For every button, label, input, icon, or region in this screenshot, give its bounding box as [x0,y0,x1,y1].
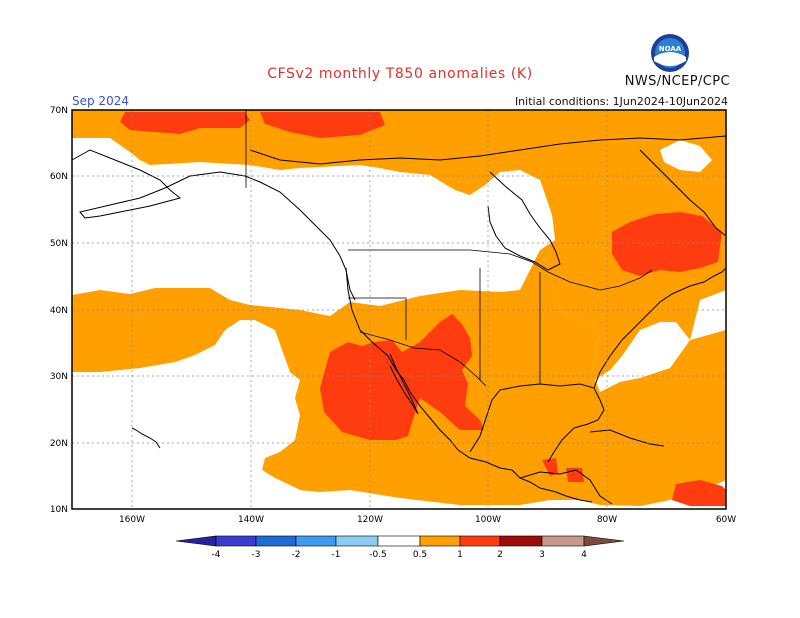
anomaly-region-beaufort [260,112,385,138]
legend-arrow-left [175,535,217,547]
anomaly-region-north [72,110,726,392]
lat-tick-label: 40N [50,306,68,316]
central-america-coast [519,469,613,505]
labrador-coast [639,149,727,237]
us-mexico-border [359,331,487,387]
grid-lines [72,110,726,509]
lon-tick-label: 160W [119,515,145,525]
anomaly-region-quebec [612,212,722,276]
legend-swatch [215,535,257,547]
lon-tick-label: 60W [716,515,736,525]
lon-axis: 160W 140W 120W 100W 80W 60W [119,515,736,525]
legend-label: -4 [212,550,221,560]
lat-tick-label: 30N [50,372,68,382]
baja-peninsula [389,353,419,415]
legend-labels: -4 -3 -2 -1 -0.5 0.5 1 2 3 4 [212,550,588,560]
neutral-region-hudson [490,180,555,250]
state-lines-west [348,297,407,340]
chart-title: CFSv2 monthly T850 anomalies (K) [267,66,533,82]
lon-tick-label: 80W [597,515,617,525]
color-legend [175,535,625,547]
legend-swatch [255,535,297,547]
legend-label: -1 [332,550,341,560]
lon-tick-label: 100W [475,515,501,525]
anomaly-region-central-america [542,458,558,476]
neutral-regions [490,140,712,392]
logo-text: NOAA [659,45,682,53]
anomaly-region-arctic-coast [120,112,250,134]
lon-tick-label: 140W [238,515,264,525]
canadian-arctic-coast [249,135,727,165]
lat-tick-label: 50N [50,239,68,249]
legend-arrow-right [583,535,625,547]
alaska-coast [71,149,356,301]
legend-label: 2 [497,550,503,560]
lat-tick-label: 20N [50,439,68,449]
legend-swatch [459,535,501,547]
lat-axis: 70N 60N 50N 40N 30N 20N 10N [50,106,68,515]
legend-label: 3 [539,550,545,560]
gulf-of-mexico-coast [469,383,605,463]
caribbean-islands [589,429,665,447]
legend-label: 0.5 [413,550,427,560]
lat-tick-label: 70N [50,106,68,116]
legend-swatch [541,535,585,547]
logo-seagull [654,52,686,66]
legend-swatch [419,535,461,547]
political-boundaries [245,110,653,387]
month-label: Sep 2024 [72,94,129,108]
anomaly-region-caribbean-south [672,480,726,506]
initial-conditions: Initial conditions: 1Jun2024-10Jun2024 [514,95,728,108]
us-canada-border [348,249,653,291]
legend-swatch [295,535,337,547]
legend-swatch [499,535,543,547]
legend-label: 4 [581,550,587,560]
west-coast-us-mexico [345,267,593,503]
east-coast-us [593,267,727,389]
agency-label: NWS/NCEP/CPC [624,74,730,89]
neutral-region-atlantic [595,322,690,392]
legend-label: 1 [457,550,463,560]
legend-label: -0.5 [369,550,387,560]
neutral-region-labrador [660,140,712,172]
lat-tick-label: 10N [50,505,68,515]
hawaii-islands [131,427,161,449]
legend-label: -2 [292,550,301,560]
noaa-logo: NOAA [651,34,689,72]
lat-tick-label: 60N [50,172,68,182]
lon-tick-label: 120W [357,515,383,525]
map-frame [71,109,727,510]
hudson-bay-coast [487,171,561,271]
legend-swatch [377,535,421,547]
coastlines [71,135,727,505]
legend-label: -3 [252,550,261,560]
legend-swatch [335,535,379,547]
